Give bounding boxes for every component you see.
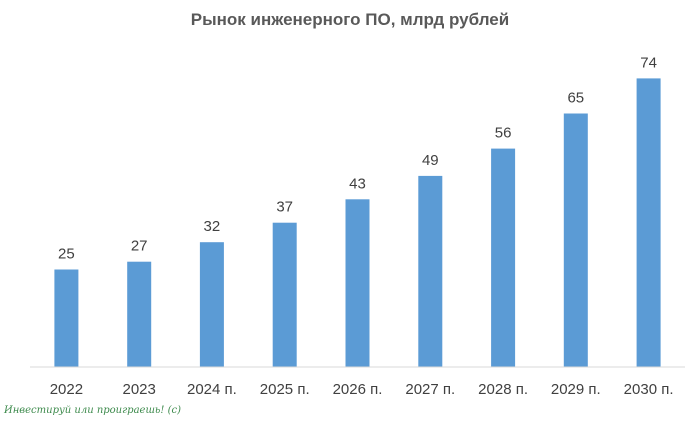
bar-2023 (127, 261, 152, 367)
bar-2030 (636, 78, 661, 368)
bar-2029 (563, 113, 588, 367)
bar-value-label: 65 (567, 90, 584, 107)
watermark-text: Инвестируй или проиграешь! (с) (4, 405, 181, 416)
bar-2028 (491, 148, 516, 367)
bar-value-label: 49 (422, 152, 439, 169)
bar-2022 (54, 269, 79, 367)
x-tick-label: 2022 (50, 381, 83, 398)
bars-group (54, 78, 661, 368)
bar-value-label: 25 (58, 246, 75, 263)
bar-2027 (418, 175, 443, 367)
x-tick-label: 2025 п. (260, 381, 310, 398)
bar-2024 (199, 242, 224, 367)
value-labels-group: 25 27 32 37 43 49 56 65 74 (58, 54, 657, 262)
x-tick-label: 2028 п. (478, 381, 528, 398)
bar-value-label: 37 (276, 199, 293, 216)
bar-value-label: 43 (349, 175, 366, 192)
bar-value-label: 74 (640, 54, 657, 71)
bar-value-label: 27 (131, 238, 148, 255)
x-tick-label: 2027 п. (405, 381, 455, 398)
x-tick-label: 2024 п. (187, 381, 237, 398)
x-tick-label: 2029 п. (551, 381, 601, 398)
bar-2025 (272, 222, 297, 367)
chart-title: Рынок инженерного ПО, млрд рублей (190, 10, 510, 29)
x-tick-label: 2030 п. (624, 381, 674, 398)
bar-2026 (345, 199, 370, 367)
bar-value-label: 32 (204, 218, 221, 235)
bar-value-label: 56 (495, 125, 512, 142)
x-tick-labels-group: 2022 2023 2024 п. 2025 п. 2026 п. 2027 п. 2028… (50, 381, 674, 398)
x-tick-label: 2026 п. (333, 381, 383, 398)
x-tick-label: 2023 (123, 381, 156, 398)
